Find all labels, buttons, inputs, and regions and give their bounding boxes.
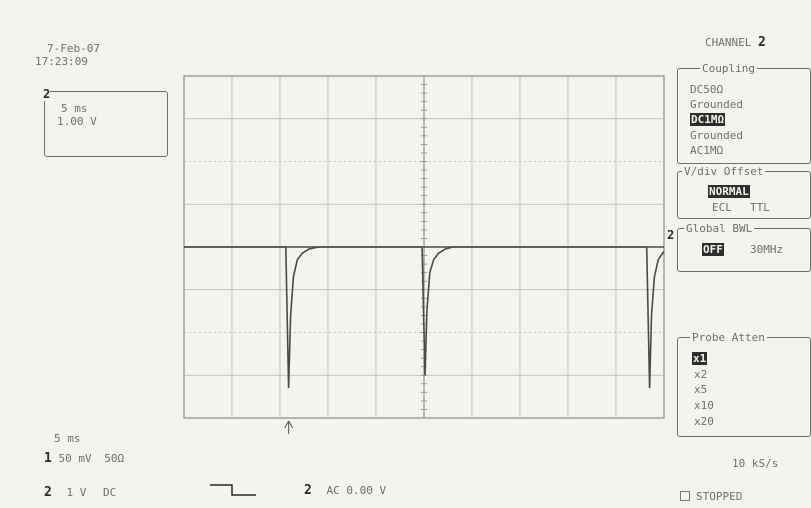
status-square-icon: [680, 491, 690, 501]
ch2-scale: 1 V: [66, 486, 87, 499]
channel-title: CHANNEL 2: [705, 36, 766, 49]
ch2-number: 2: [44, 485, 52, 500]
waveform-trace-1: [184, 246, 665, 389]
vdiv-offset-title: V/div Offset: [682, 165, 766, 178]
trigger-level: 0.00 V: [346, 484, 387, 497]
waveform-traces: [184, 246, 665, 389]
vdiv-offset-menu[interactable]: V/div Offset NORMAL ECL TTL: [677, 165, 811, 219]
vdiv-option-ttl[interactable]: TTL: [750, 201, 770, 214]
trace-info-box[interactable]: 2 5 ms 1.00 V: [43, 87, 168, 157]
ch1-coupling: 50Ω: [104, 452, 125, 465]
ch1-number: 1: [44, 451, 52, 466]
screen-markers: [284, 420, 294, 434]
trigger-edge-icon: [210, 484, 256, 496]
channel-label: CHANNEL: [705, 36, 752, 49]
probe-option-x10[interactable]: x10: [694, 399, 714, 412]
acquisition-status: STOPPED: [680, 490, 742, 503]
coupling-option-grounded-1[interactable]: Grounded: [690, 98, 743, 111]
bwl-option-off-selected[interactable]: OFF: [702, 243, 724, 256]
bottom-timebase: 5 ms: [54, 432, 81, 445]
trigger-position-arrow: [284, 420, 294, 434]
trace-channel-number: 2: [43, 87, 51, 101]
probe-option-x2[interactable]: x2: [694, 368, 708, 381]
trigger-coupling: AC: [326, 484, 340, 497]
ch2-readout: 2 1 V DC: [44, 486, 116, 499]
coupling-option-grounded-2[interactable]: Grounded: [690, 129, 743, 142]
bwl-option-30mhz[interactable]: 30MHz: [750, 243, 784, 256]
trace-timebase: 5 ms: [61, 102, 88, 115]
coupling-option-ac1m[interactable]: AC1MΩ: [690, 144, 724, 157]
probe-option-x5[interactable]: x5: [694, 383, 708, 396]
waveform-trace-2: [184, 246, 664, 376]
probe-atten-title: Probe Atten: [690, 331, 767, 344]
probe-option-x20[interactable]: x20: [694, 415, 714, 428]
trigger-source-number: 2: [304, 483, 312, 498]
date-label: 7-Feb-07: [47, 42, 100, 55]
trace-volts: 1.00 V: [57, 115, 97, 128]
coupling-menu[interactable]: Coupling DC50Ω Grounded DC1MΩ Grounded A…: [677, 62, 811, 164]
vdiv-option-normal-selected[interactable]: NORMAL: [708, 185, 750, 198]
trigger-readout: 2 AC 0.00 V: [304, 484, 386, 497]
sample-rate: 10 kS/s: [732, 457, 779, 470]
coupling-option-dc1m-selected[interactable]: DC1MΩ: [690, 113, 726, 126]
ch2-coupling: DC: [102, 486, 117, 499]
ch1-readout: 1 50 mV 50Ω: [44, 452, 124, 465]
time-label: 17:23:09: [35, 55, 88, 68]
ch1-scale: 50 mV: [58, 452, 92, 465]
vdiv-option-ecl[interactable]: ECL: [712, 201, 732, 214]
probe-atten-menu[interactable]: Probe Atten x1 x2 x5 x10 x20: [677, 331, 811, 437]
global-bwl-title: Global BWL: [684, 222, 755, 235]
coupling-title: Coupling: [700, 62, 757, 75]
probe-option-x1-selected[interactable]: x1: [692, 352, 708, 365]
trace-level-marker: 2: [667, 228, 675, 242]
global-bwl-menu[interactable]: Global BWL OFF 30MHz: [677, 222, 811, 272]
status-text: STOPPED: [696, 490, 743, 503]
channel-number: 2: [757, 35, 766, 50]
coupling-option-dc50[interactable]: DC50Ω: [690, 83, 724, 96]
